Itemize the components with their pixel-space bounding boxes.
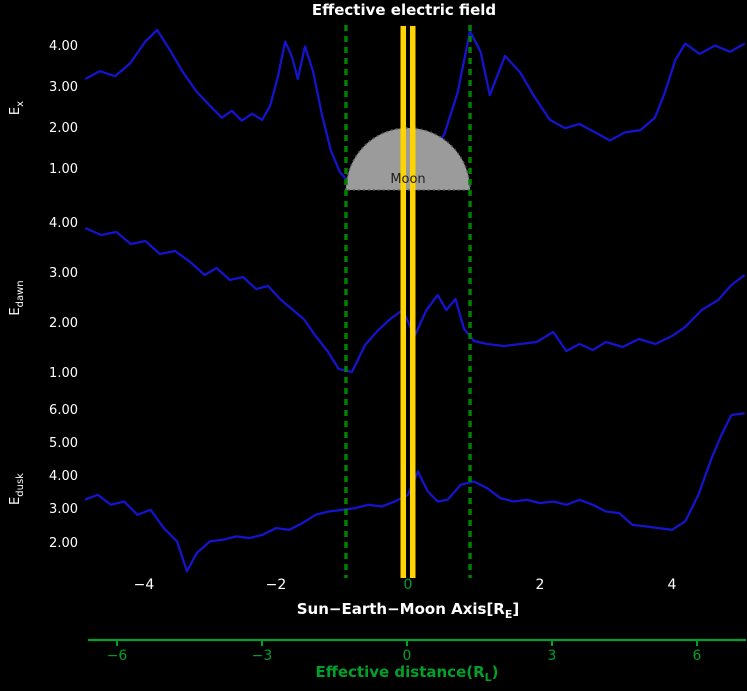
distance-axis-label-pre: Effective distance(R — [315, 663, 485, 681]
center-band-left — [400, 26, 406, 578]
y-tick-label: 4.00 — [49, 469, 78, 485]
green-tick-label: 0 — [402, 648, 412, 664]
y-tick-label: 2.00 — [49, 535, 78, 551]
x-tick-label: −2 — [265, 577, 287, 593]
x-axis-label-post: ] — [512, 600, 520, 618]
x-axis-label-sub: E — [504, 608, 513, 621]
x-tick-label: 4 — [667, 577, 677, 593]
data-line-panel-2 — [85, 412, 745, 573]
x-tick-label: 2 — [535, 577, 545, 593]
y-tick-label: 4.00 — [49, 38, 78, 54]
y-axis-label-top-sub: x — [14, 100, 26, 107]
y-axis-label-middle: Edawn — [8, 280, 26, 315]
distance-axis-label: Effective distance(RL) — [315, 663, 498, 684]
y-tick-label: 4.00 — [49, 216, 78, 231]
y-tick-label: 6.00 — [49, 402, 78, 418]
x-axis-label-pre: Sun−Earth−Moon Axis[R — [296, 600, 505, 618]
y-tick-label: 3.00 — [49, 79, 78, 95]
y-axis-label-middle-sub: dawn — [14, 280, 26, 308]
y-axis-label-top: Ex — [8, 101, 26, 115]
x-axis-label: Sun−Earth−Moon Axis[RE] — [297, 600, 520, 621]
y-tick-label: 3.00 — [49, 502, 78, 518]
x-tick-label: −4 — [133, 577, 155, 593]
center-band-right — [410, 26, 416, 578]
y-tick-label: 5.00 — [49, 435, 78, 451]
green-tick-label: −6 — [106, 648, 128, 664]
y-tick-label: 1.00 — [49, 162, 78, 178]
y-tick-label: 2.00 — [49, 316, 78, 331]
x-tick-label: 0 — [403, 577, 413, 593]
distance-axis-label-sub: L — [484, 671, 492, 684]
y-axis-label-middle-main: E — [8, 307, 24, 316]
data-line-panel-1 — [85, 226, 745, 374]
green-tick-label: 6 — [692, 648, 702, 664]
distance-axis-label-post: ) — [491, 663, 499, 681]
y-tick-label: 2.00 — [49, 121, 78, 137]
green-tick-label: 3 — [547, 648, 557, 664]
y-tick-label: 1.00 — [49, 366, 78, 381]
moon-label: Moon — [390, 172, 426, 187]
chart-title: Effective electric field — [311, 1, 497, 19]
y-axis-label-top-main: E — [8, 106, 24, 116]
green-tick-label: −3 — [251, 648, 273, 664]
y-tick-label: 3.00 — [49, 266, 78, 281]
